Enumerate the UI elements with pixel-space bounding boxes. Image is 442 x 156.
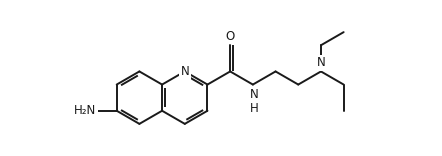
Text: N
H: N H — [249, 88, 258, 115]
Text: O: O — [225, 30, 235, 43]
Text: N: N — [180, 65, 189, 78]
Text: N: N — [316, 56, 325, 69]
Text: H₂N: H₂N — [74, 104, 96, 117]
